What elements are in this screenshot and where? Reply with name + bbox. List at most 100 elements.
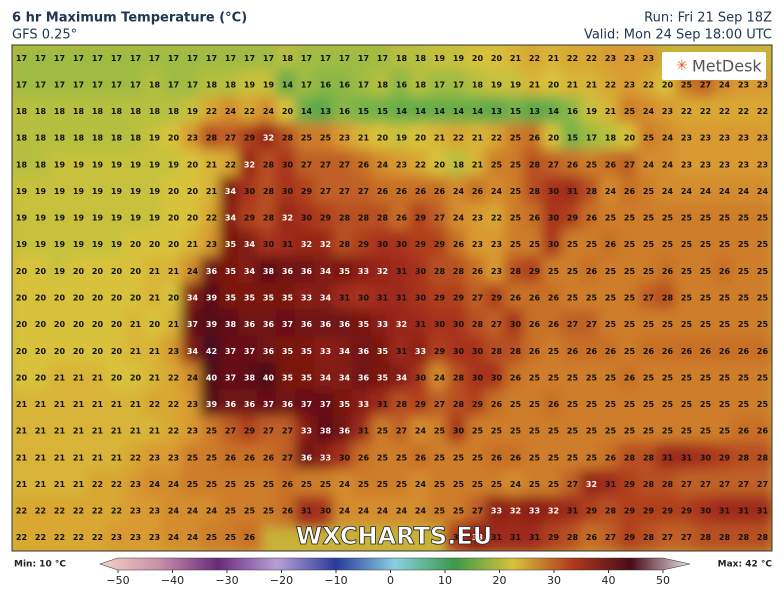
temp-value: 19	[54, 240, 66, 249]
temp-cell	[656, 522, 679, 551]
temp-cell	[618, 229, 641, 261]
temp-cell	[675, 122, 698, 154]
temp-cell	[542, 122, 565, 154]
temp-value: 26	[472, 187, 484, 196]
temp-value: 18	[472, 80, 484, 89]
temp-cell	[295, 45, 318, 74]
temp-value: 26	[605, 240, 617, 249]
temp-value: 24	[757, 187, 769, 196]
temp-cell	[428, 362, 451, 394]
temp-value: 17	[225, 54, 236, 63]
temp-cell	[599, 229, 622, 261]
temp-value: 28	[453, 267, 465, 276]
temp-value: 15	[510, 107, 522, 116]
temp-cell	[276, 45, 299, 74]
temp-cell	[713, 335, 736, 367]
temp-value: 20	[16, 267, 28, 276]
temp-cell	[181, 389, 204, 420]
temp-value: 30	[434, 320, 446, 329]
temp-cell	[751, 442, 772, 474]
temp-cell	[485, 45, 508, 74]
temp-value: 38	[320, 427, 332, 436]
temp-cell	[694, 415, 717, 447]
temp-cell	[618, 69, 641, 101]
temp-value: 21	[16, 400, 28, 409]
temp-value: 34	[187, 347, 199, 356]
temp-cell	[276, 202, 299, 234]
temp-cell	[67, 362, 90, 394]
temp-cell	[181, 69, 204, 101]
temp-value: 24	[187, 507, 199, 516]
temp-value: 17	[434, 80, 445, 89]
temp-value: 35	[225, 294, 237, 303]
temp-value: 31	[757, 507, 769, 516]
temp-cell	[599, 96, 622, 127]
temp-value: 23	[662, 107, 673, 116]
temp-value: 31	[738, 507, 750, 516]
temp-cell	[713, 256, 736, 287]
temp-cell	[542, 335, 565, 367]
temp-value: 20	[73, 347, 85, 356]
temp-cell	[29, 469, 52, 500]
temp-value: 17	[54, 54, 65, 63]
temp-cell	[618, 442, 641, 474]
temp-value: 34	[320, 294, 332, 303]
temp-value: 25	[700, 214, 712, 223]
temp-value: 27	[434, 214, 445, 223]
temp-cell	[618, 122, 641, 154]
temp-value: 18	[35, 160, 47, 169]
temp-cell	[466, 45, 489, 74]
temp-cell	[713, 495, 736, 527]
temp-cell	[580, 122, 603, 154]
temp-cell	[466, 256, 489, 287]
temp-cell	[713, 522, 736, 551]
temp-cell	[466, 122, 489, 154]
temp-value: 29	[548, 533, 560, 542]
temp-cell	[713, 442, 736, 474]
temp-value: 27	[548, 160, 559, 169]
temp-cell	[504, 389, 527, 420]
temp-cell	[618, 282, 641, 314]
temp-cell	[162, 415, 185, 447]
temp-cell	[466, 389, 489, 420]
temp-cell	[485, 309, 508, 340]
temp-value: 25	[681, 214, 693, 223]
temp-value: 25	[510, 427, 522, 436]
temp-cell	[219, 415, 242, 447]
temp-cell	[732, 176, 755, 207]
temp-value: 21	[16, 480, 28, 489]
temp-value: 33	[377, 320, 388, 329]
temp-cell	[48, 176, 71, 207]
temp-value: 31	[282, 240, 294, 249]
temp-cell	[694, 229, 717, 261]
temp-cell	[542, 256, 565, 287]
temp-value: 25	[529, 240, 541, 249]
temp-cell	[162, 45, 185, 74]
temp-value: 23	[130, 507, 141, 516]
temp-value: 23	[757, 80, 768, 89]
temp-cell	[561, 469, 584, 500]
temp-value: 20	[54, 347, 66, 356]
temp-value: 29	[472, 400, 484, 409]
temp-cell	[257, 96, 280, 127]
temp-cell	[390, 495, 413, 527]
temp-cell	[352, 202, 375, 234]
temp-cell	[200, 442, 223, 474]
temp-value: 22	[605, 80, 616, 89]
temp-cell	[618, 415, 641, 447]
temp-cell	[276, 335, 299, 367]
temp-cell	[162, 96, 185, 127]
temp-cell	[675, 96, 698, 127]
temp-value: 34	[320, 373, 332, 382]
temp-cell	[162, 469, 185, 500]
temp-cell	[371, 495, 394, 527]
temp-cell	[257, 469, 280, 500]
temp-value: 25	[700, 400, 712, 409]
temp-cell	[466, 229, 489, 261]
temp-cell	[656, 362, 679, 394]
temp-value: 15	[358, 107, 370, 116]
temp-cell	[713, 176, 736, 207]
temp-value: 19	[187, 107, 199, 116]
temp-value: 27	[282, 453, 293, 462]
temp-cell	[504, 149, 527, 181]
